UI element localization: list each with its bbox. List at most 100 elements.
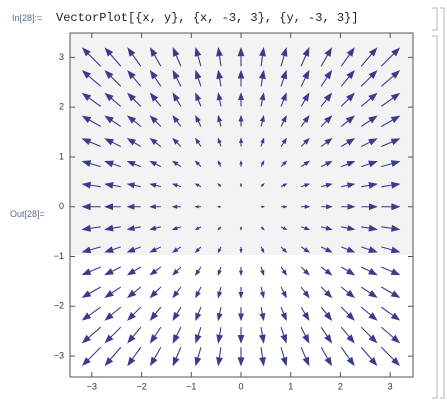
vector-arrow	[300, 183, 311, 188]
vector-arrow	[81, 138, 101, 148]
vector-arrow	[300, 160, 311, 168]
vector-arrow	[360, 306, 378, 321]
vector-arrow	[194, 246, 202, 254]
vector-arrow	[340, 47, 355, 67]
vector-arrow	[280, 47, 288, 67]
vector-arrow	[126, 182, 141, 189]
vector-arrow	[280, 114, 287, 127]
vector-arrow	[361, 224, 378, 232]
vector-arrow	[149, 92, 162, 107]
vector-arrow	[149, 346, 162, 367]
vector-arrow	[172, 326, 182, 344]
vector-arrow	[81, 224, 101, 232]
vector-arrow	[104, 138, 122, 148]
vector-arrow	[149, 160, 162, 168]
vector-arrow	[104, 326, 122, 344]
vector-arrow	[216, 347, 223, 367]
vector-arrow	[320, 286, 333, 299]
vector-arrow	[320, 306, 333, 321]
vector-arrow	[300, 92, 310, 107]
vector-arrow	[149, 286, 162, 299]
vector-arrow	[360, 70, 378, 87]
vector-arrow	[300, 266, 310, 276]
vector-arrow	[172, 306, 182, 322]
vector-arrow	[104, 70, 122, 87]
vector-arrow	[81, 47, 102, 67]
vector-arrow	[149, 115, 162, 127]
x-tick-label: 3	[388, 381, 393, 391]
vector-arrow	[381, 224, 401, 232]
vector-arrow	[300, 137, 310, 147]
vector-arrow	[104, 246, 121, 253]
vector-arrow	[104, 47, 122, 67]
vector-arrow	[340, 326, 355, 344]
vector-arrow	[81, 160, 101, 168]
vector-arrow	[81, 70, 102, 87]
vector-arrow	[281, 205, 288, 209]
vector-arrow	[172, 286, 182, 299]
vector-arrow	[172, 347, 182, 367]
vector-arrow	[320, 326, 333, 344]
vector-arrow	[300, 225, 311, 231]
vector-arrow	[149, 266, 162, 276]
vector-arrow	[81, 306, 102, 321]
vector-arrow	[381, 160, 401, 168]
vector-arrow	[194, 226, 202, 231]
x-tick-label: −2	[136, 381, 146, 391]
vector-arrow	[258, 69, 266, 87]
vector-arrow	[300, 47, 310, 67]
vector-arrow	[194, 160, 202, 167]
vector-arrow	[280, 347, 288, 367]
vector-arrow	[217, 183, 222, 188]
vector-arrow	[81, 286, 101, 298]
vector-arrow	[127, 69, 142, 87]
vector-arrow	[149, 246, 162, 253]
vector-arrow	[361, 160, 378, 168]
vector-arrow	[81, 266, 101, 276]
vector-arrow	[126, 246, 141, 253]
vector-arrow	[380, 346, 401, 367]
vector-arrow	[380, 306, 401, 321]
vector-arrow	[381, 203, 401, 211]
vector-arrow	[237, 47, 245, 67]
vector-arrow	[321, 225, 333, 231]
vector-arrow	[260, 246, 265, 254]
vector-arrow	[239, 182, 243, 187]
vector-arrow	[216, 205, 221, 208]
vector-arrow	[171, 183, 182, 188]
vector-arrow	[321, 182, 333, 188]
vector-arrow	[126, 160, 141, 168]
vector-arrow	[381, 246, 401, 254]
vector-arrow	[104, 203, 121, 211]
vector-arrow	[259, 47, 266, 67]
vector-arrow	[260, 226, 265, 231]
vector-arrow	[360, 115, 378, 127]
x-tick-label: −3	[87, 381, 97, 391]
vector-arrow	[280, 69, 288, 87]
vector-arrow	[126, 266, 142, 276]
vector-arrow	[340, 115, 356, 127]
vector-arrow	[260, 183, 265, 188]
vector-arrow	[171, 204, 181, 209]
vector-arrow	[239, 246, 243, 254]
vector-arrow	[360, 346, 378, 367]
vector-arrow	[149, 326, 162, 344]
vector-arrow	[261, 205, 266, 208]
vector-arrow	[149, 306, 162, 321]
vector-arrow	[127, 47, 142, 67]
vector-arrow	[126, 138, 142, 147]
vector-arrow	[380, 92, 401, 107]
vector-arrow	[280, 266, 287, 276]
vector-arrow	[104, 115, 122, 127]
y-tick-label: 0	[59, 201, 64, 211]
vector-arrow	[360, 286, 378, 298]
vector-arrow	[280, 286, 287, 299]
y-tick-label: 1	[59, 151, 64, 161]
vector-arrow	[320, 138, 333, 147]
vector-arrow	[172, 266, 182, 276]
vector-arrow	[126, 225, 141, 232]
vector-arrow	[127, 92, 142, 107]
vector-arrow	[194, 69, 202, 87]
vector-arrow	[341, 182, 356, 189]
vector-arrow	[127, 346, 142, 367]
